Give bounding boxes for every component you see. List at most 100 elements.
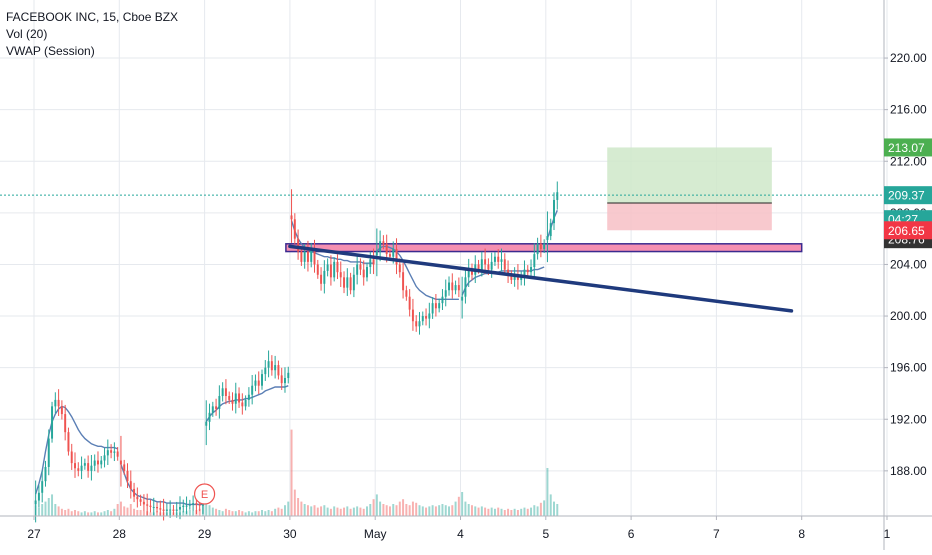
volume-bar — [211, 507, 214, 516]
volume-bar — [290, 429, 293, 516]
candle-body — [428, 313, 431, 319]
candle-body — [192, 503, 195, 505]
candle-body — [539, 243, 542, 249]
candle-body — [293, 219, 296, 239]
x-tick-label: 29 — [198, 527, 212, 541]
candle-body — [467, 269, 470, 278]
volume-bar — [520, 508, 523, 516]
volume-bar — [533, 505, 536, 516]
candle-body — [438, 303, 441, 309]
candle-body — [208, 412, 211, 422]
earnings-marker[interactable]: E — [194, 483, 216, 505]
volume-bar — [448, 506, 451, 516]
volume-bar — [100, 512, 103, 516]
volume-bar — [224, 508, 227, 516]
candle-body — [310, 248, 313, 262]
volume-bar — [320, 506, 323, 516]
candle-body — [326, 264, 329, 271]
candle-body — [457, 285, 460, 291]
candle-body — [484, 259, 487, 265]
trendline[interactable] — [288, 244, 794, 313]
volume-bar — [106, 510, 109, 516]
legend-volume[interactable]: Vol (20) — [6, 27, 48, 41]
earnings-marker-label: E — [201, 489, 208, 501]
candle-body — [241, 402, 244, 407]
candle-body — [221, 388, 224, 397]
volume-bar — [503, 510, 506, 516]
volume-bar — [51, 494, 54, 516]
volume-bar — [136, 510, 139, 516]
candle-body — [77, 468, 80, 471]
volume-bar — [293, 489, 296, 516]
volume-bar — [336, 507, 339, 516]
candle-body — [234, 393, 237, 404]
candle-body — [195, 503, 198, 505]
candle-body — [313, 248, 316, 265]
candle-body — [87, 463, 90, 471]
volume-bar — [110, 511, 113, 516]
volume-bar — [215, 508, 218, 516]
candle-body — [113, 451, 116, 453]
candle-body — [497, 256, 500, 262]
candle-body — [503, 259, 506, 270]
candle-body — [520, 277, 523, 280]
price-tag-label-stop: 206.65 — [888, 224, 925, 238]
candle-body — [103, 455, 106, 461]
candle-body — [218, 396, 221, 409]
candle-body — [34, 500, 37, 505]
volume-bar — [549, 494, 552, 516]
volume-bar — [398, 501, 401, 516]
x-tick-label: 28 — [113, 527, 127, 541]
volume-bar — [313, 505, 316, 516]
candle-body — [205, 421, 208, 426]
candle-body — [352, 274, 355, 291]
x-tick-label: 30 — [283, 527, 297, 541]
candle-body — [300, 251, 303, 262]
volume-bar — [411, 501, 414, 516]
candle-body — [185, 505, 188, 507]
candle-body — [359, 264, 362, 270]
volume-bar — [306, 505, 309, 516]
candle-body — [306, 251, 309, 262]
volume-bar — [303, 504, 306, 516]
volume-bar — [434, 506, 437, 516]
volume-bar — [247, 511, 250, 516]
volume-bar — [556, 504, 559, 516]
candle-body — [267, 361, 270, 368]
candle-body — [369, 259, 372, 268]
candle-body — [480, 259, 483, 270]
candle-body — [388, 254, 391, 257]
volume-bar — [487, 508, 490, 516]
volume-bar — [464, 501, 467, 516]
candle-body — [106, 450, 109, 456]
volume-bar — [41, 504, 44, 516]
volume-bar — [438, 505, 441, 516]
long-position-tool[interactable] — [607, 147, 772, 231]
y-axis-labels: 188.00192.00196.00200.00204.00208.00212.… — [884, 51, 927, 478]
legend-vwap[interactable]: VWAP (Session) — [6, 44, 95, 58]
candle-body — [362, 269, 365, 278]
candle-body — [454, 285, 457, 291]
volume-bar — [379, 501, 382, 516]
candle-body — [507, 269, 510, 275]
candle-body — [152, 506, 155, 508]
x-tick-label: May — [364, 527, 387, 541]
candle-body — [470, 269, 473, 275]
volume-bar — [126, 507, 129, 516]
volume-bar — [343, 507, 346, 516]
legend-symbol[interactable]: FACEBOOK INC, 15, Cboe BZX — [6, 10, 179, 24]
volume-bar — [480, 506, 483, 516]
volume-bar — [543, 500, 546, 516]
volume-bar — [283, 505, 286, 516]
candle-body — [316, 264, 319, 275]
candle-body — [536, 243, 539, 255]
volume-bar — [270, 511, 273, 516]
candle-body — [41, 481, 44, 493]
candle-body — [156, 506, 159, 509]
candle-body — [464, 277, 467, 297]
candle-body — [441, 296, 444, 304]
candle-body — [379, 241, 382, 252]
